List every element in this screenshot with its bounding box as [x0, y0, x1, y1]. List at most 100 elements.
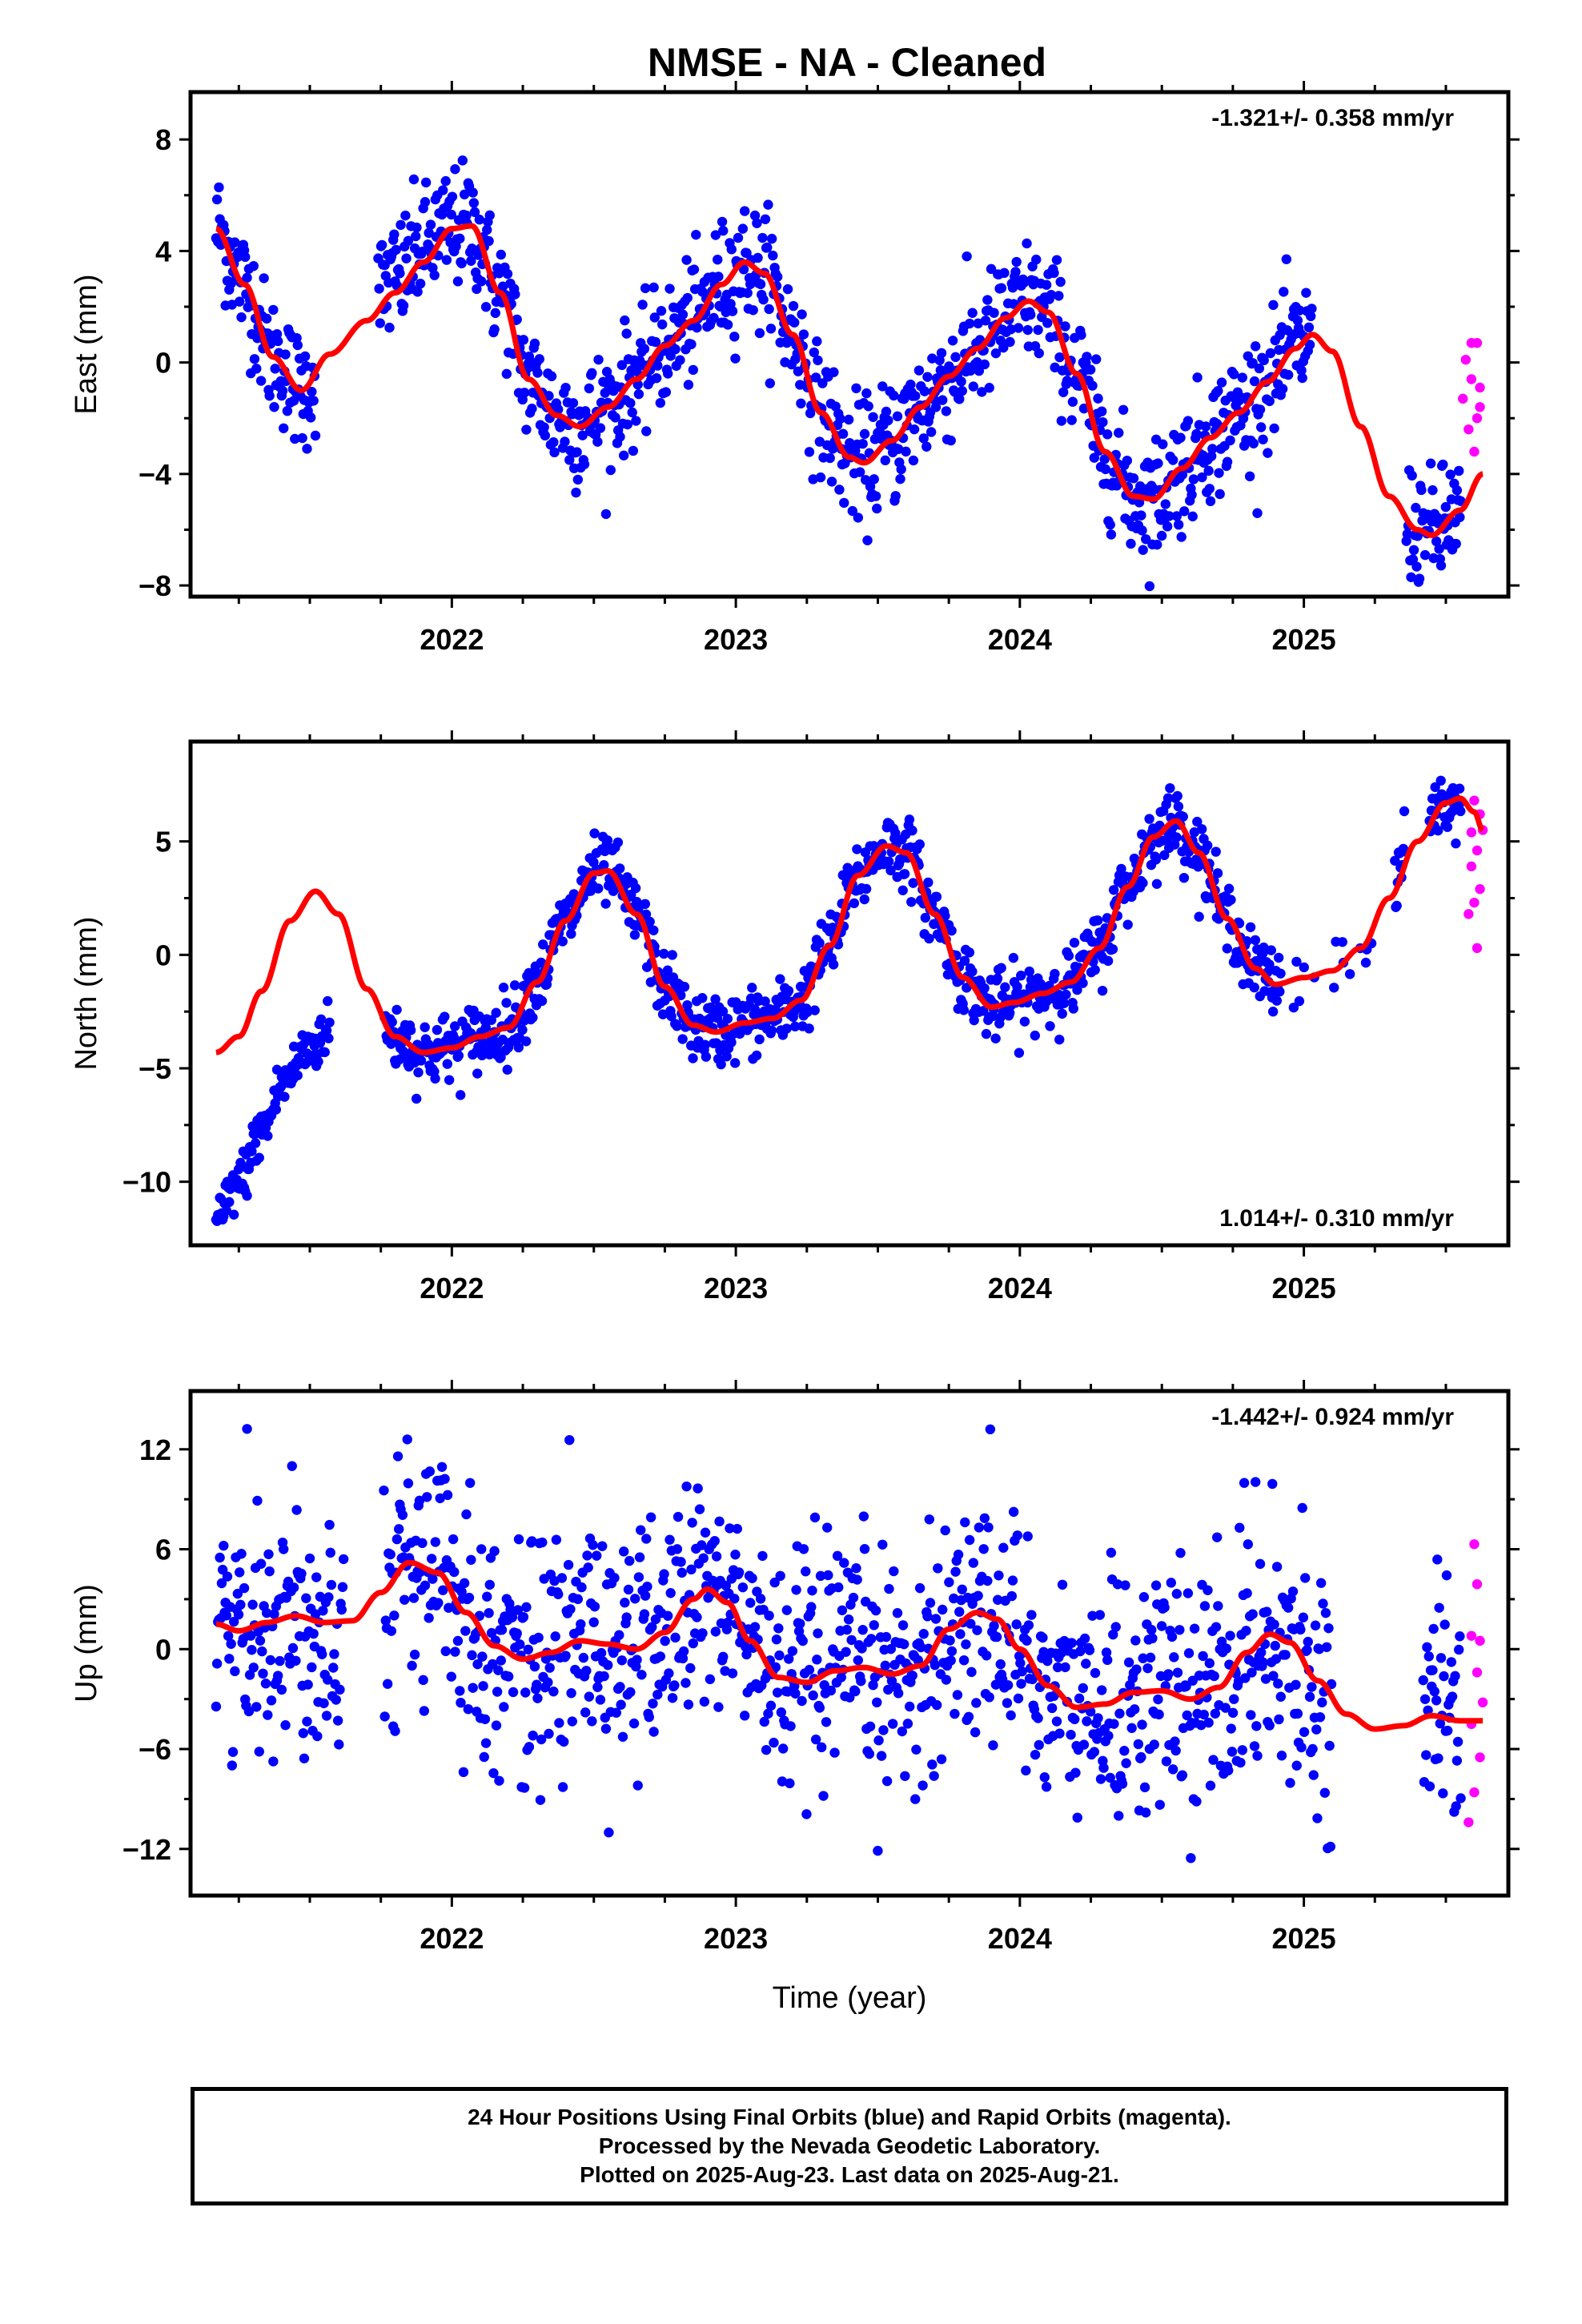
plot-frame	[188, 1389, 1511, 1898]
data-point	[727, 306, 738, 316]
rapid-point	[1475, 1752, 1485, 1763]
data-point	[466, 255, 476, 266]
data-point	[1450, 1671, 1460, 1682]
data-point	[1051, 1716, 1062, 1727]
data-point	[854, 467, 865, 477]
rapid-point	[1477, 1697, 1488, 1708]
data-point	[1421, 1750, 1431, 1760]
data-point	[726, 1037, 737, 1047]
data-point	[1427, 1665, 1438, 1675]
data-point	[1207, 444, 1218, 454]
data-point	[1252, 1751, 1263, 1761]
data-point	[1182, 416, 1194, 426]
data-point	[829, 367, 839, 377]
rapid-point	[1472, 1667, 1483, 1678]
data-point	[1156, 530, 1167, 541]
data-point	[1192, 372, 1203, 383]
data-point	[1082, 352, 1092, 362]
data-point	[604, 1827, 614, 1838]
rapid-point	[1464, 1817, 1474, 1827]
data-point	[456, 258, 467, 269]
data-point	[946, 435, 956, 446]
data-point	[211, 1701, 222, 1712]
y-tick-label: 0	[155, 939, 171, 971]
data-point	[883, 856, 894, 866]
data-point	[681, 255, 692, 265]
data-point	[1093, 1713, 1103, 1723]
data-point	[1189, 1623, 1200, 1634]
data-point	[1280, 1650, 1291, 1660]
data-point	[480, 1738, 492, 1748]
data-point	[825, 1685, 837, 1696]
data-point	[292, 340, 303, 351]
data-point	[1210, 1708, 1221, 1719]
data-point	[692, 1612, 702, 1622]
data-point	[593, 883, 604, 894]
data-point	[869, 474, 879, 485]
data-point	[629, 930, 640, 940]
data-point	[1163, 1669, 1174, 1679]
data-point	[1451, 538, 1461, 549]
data-point	[979, 359, 990, 370]
rapid-point	[1464, 424, 1474, 435]
data-point	[940, 1525, 950, 1536]
data-point	[599, 860, 609, 870]
data-point	[1054, 352, 1065, 363]
data-point	[835, 413, 845, 424]
data-point	[257, 1646, 267, 1657]
data-point	[1191, 1796, 1202, 1807]
data-point	[610, 412, 620, 423]
data-point	[432, 1024, 443, 1035]
data-point	[1442, 822, 1453, 832]
data-point	[1427, 485, 1438, 496]
data-point	[1208, 1755, 1219, 1765]
data-point	[904, 814, 915, 825]
data-point	[1209, 1671, 1219, 1682]
data-point	[449, 1021, 460, 1031]
data-point	[211, 1659, 223, 1669]
data-point	[537, 1537, 548, 1548]
data-point	[1171, 511, 1182, 521]
data-point	[494, 1775, 504, 1786]
data-point	[1034, 348, 1044, 359]
data-point	[1017, 1666, 1027, 1677]
data-point	[1277, 384, 1288, 394]
data-point	[677, 1034, 688, 1044]
data-point	[1241, 1626, 1251, 1636]
data-point	[518, 335, 529, 345]
data-point	[892, 1608, 903, 1618]
data-point	[1161, 1756, 1172, 1767]
data-point	[442, 1490, 453, 1501]
data-point	[1142, 1663, 1153, 1674]
data-point	[1078, 1683, 1088, 1694]
data-point	[419, 1706, 430, 1716]
data-point	[491, 1007, 501, 1018]
data-point	[662, 368, 673, 379]
data-point	[376, 239, 387, 251]
data-point	[1054, 1034, 1065, 1045]
data-point	[851, 1563, 861, 1574]
data-point	[438, 185, 448, 195]
rapid-point	[1469, 1787, 1480, 1798]
data-point	[482, 224, 492, 235]
data-point	[1101, 1647, 1112, 1658]
data-point	[1165, 782, 1175, 794]
data-point	[249, 1129, 260, 1140]
data-point	[945, 1635, 955, 1646]
data-point	[235, 1599, 246, 1610]
data-point	[1451, 838, 1461, 849]
data-point	[1105, 1772, 1115, 1783]
data-point	[1066, 1638, 1077, 1648]
data-point	[1212, 868, 1223, 879]
data-point	[453, 1050, 464, 1061]
data-point	[656, 319, 668, 330]
data-point	[990, 1033, 1001, 1043]
data-point	[291, 1505, 302, 1515]
data-point	[632, 366, 642, 377]
data-point	[595, 423, 606, 433]
data-point	[1211, 1532, 1223, 1542]
data-point	[248, 1663, 259, 1673]
data-point	[1407, 470, 1417, 481]
data-point	[308, 1628, 319, 1639]
data-point	[420, 1580, 431, 1590]
